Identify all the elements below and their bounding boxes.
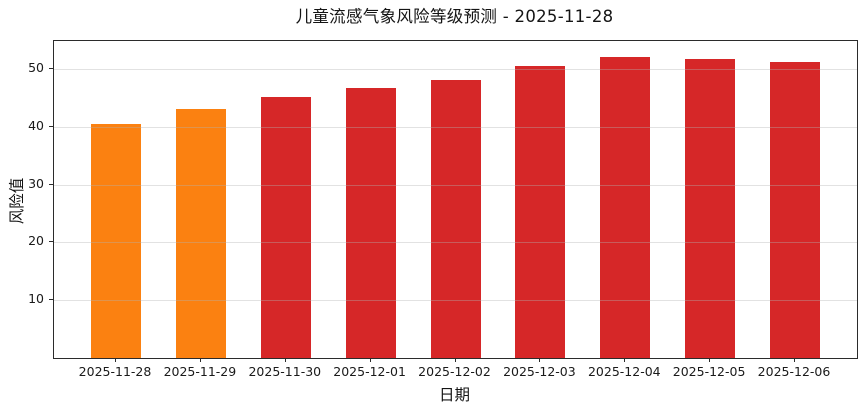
x-axis-label: 日期 xyxy=(438,386,470,404)
y-tick-label-20: 20 xyxy=(28,233,44,249)
bar-2025-12-06 xyxy=(770,61,820,358)
x-tick-mark xyxy=(369,358,371,362)
y-tick-label-40: 40 xyxy=(28,117,44,133)
x-tick-mark xyxy=(199,358,201,362)
bar-2025-12-01 xyxy=(345,87,396,358)
chart-title: 儿童流感气象风险等级预测 - 2025-11-28 xyxy=(295,7,614,26)
bar-2025-11-29 xyxy=(175,109,226,358)
x-tick-mark xyxy=(794,358,795,362)
y-tick-label-30: 30 xyxy=(28,175,44,191)
bar-2025-12-02 xyxy=(430,80,481,358)
y-tick-label-10: 10 xyxy=(28,291,44,307)
x-tick-label-2025-12-04: 2025-12-04 xyxy=(587,364,661,379)
y-tick-mark xyxy=(49,241,53,243)
bar-2025-11-28 xyxy=(91,123,141,358)
x-tick-mark xyxy=(539,358,541,362)
plot-area xyxy=(53,40,858,359)
y-axis-label: 风险值 xyxy=(8,177,26,225)
x-tick-label-2025-11-30: 2025-11-30 xyxy=(248,364,322,379)
x-tick-mark xyxy=(454,358,456,362)
bar-2025-12-03 xyxy=(515,65,566,358)
x-tick-mark xyxy=(709,358,711,362)
x-tick-label-2025-12-06: 2025-12-06 xyxy=(757,364,831,379)
bar-2025-12-05 xyxy=(685,58,736,358)
x-tick-label-2025-12-01: 2025-12-01 xyxy=(333,364,406,379)
y-tick-mark xyxy=(49,299,53,301)
x-tick-label-2025-12-05: 2025-12-05 xyxy=(672,364,746,379)
x-tick-mark xyxy=(284,358,286,362)
y-tick-mark xyxy=(49,67,53,69)
y-tick-mark xyxy=(49,183,53,185)
x-tick-label-2025-12-03: 2025-12-03 xyxy=(503,364,576,379)
bar-2025-12-04 xyxy=(600,57,651,358)
x-tick-label-2025-12-02: 2025-12-02 xyxy=(418,364,491,379)
x-tick-mark xyxy=(115,358,116,362)
bars-layer xyxy=(54,41,857,358)
x-tick-mark xyxy=(624,358,626,362)
x-tick-label-2025-11-29: 2025-11-29 xyxy=(163,364,237,379)
y-tick-label-50: 50 xyxy=(28,59,44,75)
bar-2025-11-30 xyxy=(260,96,311,358)
y-tick-mark xyxy=(49,125,53,127)
x-tick-label-2025-11-28: 2025-11-28 xyxy=(78,364,152,379)
